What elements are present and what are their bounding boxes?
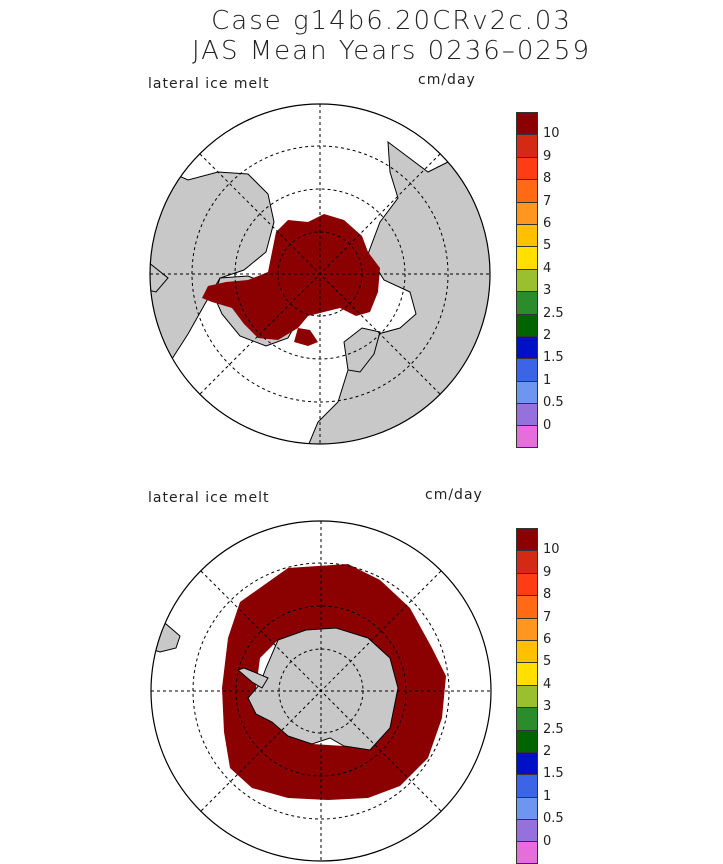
- scandinavia-land: [343, 327, 381, 373]
- colorbar-swatch: [516, 179, 538, 202]
- colorbar-swatch: [516, 134, 538, 157]
- colorbar-swatch: [516, 729, 538, 752]
- colorbar-swatch: [516, 313, 538, 336]
- colorbar-swatch: [516, 595, 538, 618]
- north-polar-map: [149, 103, 491, 445]
- colorbar-tick-label: 10: [543, 542, 560, 558]
- north-map-border: [149, 103, 491, 445]
- colorbar-swatch: [516, 223, 538, 247]
- south-map-border: [150, 520, 492, 862]
- colorbar-swatch: [516, 617, 538, 640]
- colorbar-swatch: [516, 291, 538, 314]
- colorbar-swatch: [516, 751, 538, 775]
- colorbar-tick-label: 1.5: [543, 766, 564, 782]
- colorbar-tick-label: 6: [543, 216, 552, 231]
- colorbar-tick-label: 10: [543, 126, 560, 142]
- colorbar-swatch: [516, 246, 538, 269]
- north-sea-ice-melt-fringe: [294, 328, 318, 346]
- colorbar-tick-label: 2: [543, 328, 552, 343]
- colorbar-swatch: [516, 684, 538, 708]
- south-units-label: cm/day: [425, 487, 483, 503]
- colorbar-swatch: [516, 662, 538, 685]
- north-variable-label: lateral ice melt: [148, 76, 270, 92]
- colorbar-swatch: [516, 774, 538, 797]
- colorbar-swatch: [516, 572, 538, 596]
- colorbar-swatch: [516, 819, 538, 842]
- antarctic-peninsula-land: [237, 667, 269, 689]
- colorbar-swatch: [516, 639, 538, 663]
- colorbar-tick-label: 6: [543, 632, 552, 647]
- colorbar-tick-label: 4: [543, 260, 552, 276]
- colorbar-tick-label: 1: [543, 788, 552, 804]
- antarctica-land: [247, 627, 399, 751]
- colorbar-swatch: [516, 550, 538, 573]
- colorbar-swatch: [516, 425, 538, 448]
- colorbar-tick-label: 0.5: [543, 395, 564, 411]
- north-america-land: [150, 161, 275, 363]
- north-colorbar: [516, 112, 538, 448]
- colorbar-swatch: [516, 380, 538, 404]
- colorbar-swatch: [516, 403, 538, 426]
- north-units-label: cm/day: [418, 72, 476, 88]
- colorbar-swatch: [516, 201, 538, 224]
- colorbar-tick-label: 2.5: [543, 305, 564, 321]
- south-variable-label: lateral ice melt: [148, 490, 270, 506]
- colorbar-swatch: [516, 335, 538, 359]
- colorbar-swatch: [516, 112, 538, 135]
- colorbar-tick-label: 1: [543, 372, 552, 388]
- colorbar-swatch: [516, 358, 538, 381]
- colorbar-tick-label: 4: [543, 676, 552, 692]
- colorbar-tick-label: 3: [543, 699, 552, 715]
- colorbar-swatch: [516, 156, 538, 180]
- north-sea-ice-melt: [202, 214, 380, 340]
- colorbar-tick-label: 0: [543, 417, 552, 433]
- colorbar-tick-label: 5: [543, 238, 552, 254]
- colorbar-tick-label: 3: [543, 283, 552, 299]
- colorbar-tick-label: 9: [543, 564, 552, 580]
- colorbar-tick-label: 9: [543, 148, 552, 164]
- south-colorbar: [516, 528, 538, 864]
- colorbar-tick-label: 8: [543, 171, 552, 187]
- figure-title-period: JAS Mean Years 0236–0259: [191, 36, 592, 66]
- south-polar-map: [150, 520, 492, 862]
- south-sea-ice-melt: [222, 564, 446, 800]
- colorbar-tick-label: 5: [543, 654, 552, 670]
- colorbar-swatch: [516, 268, 538, 292]
- colorbar-swatch: [516, 707, 538, 730]
- colorbar-tick-label: 0: [543, 833, 552, 849]
- figure-title-case: Case g14b6.20CRv2c.03: [211, 6, 572, 36]
- colorbar-tick-label: 7: [543, 609, 552, 625]
- colorbar-swatch: [516, 841, 538, 864]
- colorbar-tick-label: 7: [543, 193, 552, 209]
- colorbar-tick-label: 2.5: [543, 721, 564, 737]
- colorbar-tick-label: 1.5: [543, 350, 564, 366]
- colorbar-tick-label: 2: [543, 744, 552, 759]
- colorbar-tick-label: 0.5: [543, 811, 564, 827]
- alaska-land: [150, 260, 169, 293]
- colorbar-swatch: [516, 796, 538, 820]
- colorbar-tick-label: 8: [543, 587, 552, 603]
- colorbar-swatch: [516, 528, 538, 551]
